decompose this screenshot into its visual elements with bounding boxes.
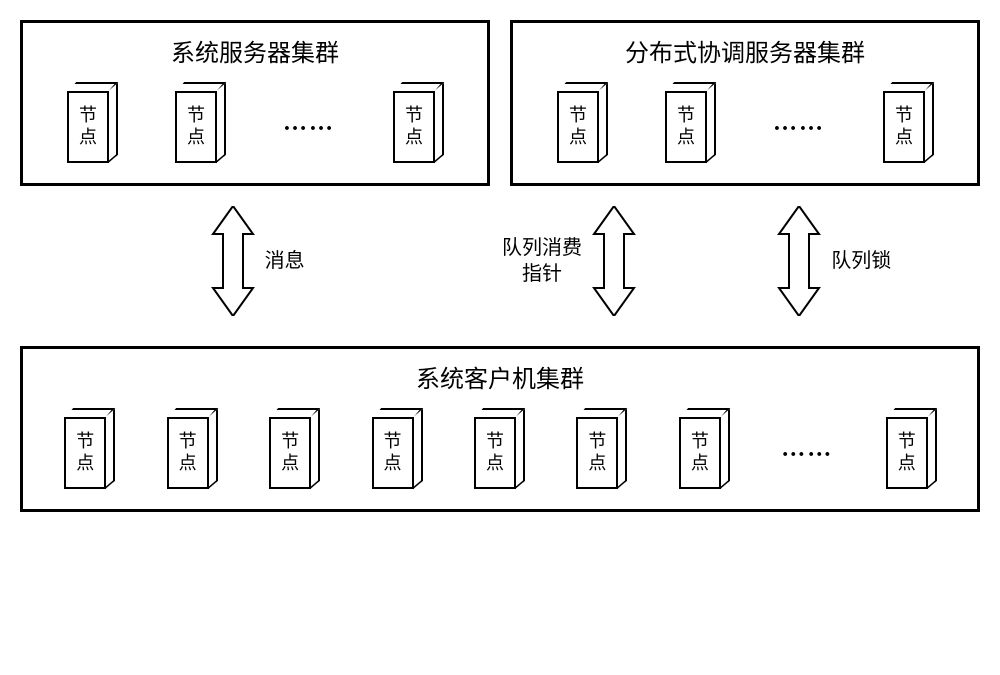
system-server-cluster: 系统服务器集群 节点 节点 …… 节点 xyxy=(20,20,490,186)
node: 节点 xyxy=(665,83,715,163)
node-label: 节点 xyxy=(393,91,435,163)
cluster-title: 系统客户机集群 xyxy=(43,359,957,394)
node: 节点 xyxy=(175,83,225,163)
arrow-label: 队列锁 xyxy=(831,248,891,274)
node: 节点 xyxy=(883,83,933,163)
node: 节点 xyxy=(269,409,319,489)
cluster-title: 分布式协调服务器集群 xyxy=(533,33,957,68)
arrow-label: 队列消费指针 xyxy=(502,235,582,287)
node-label: 节点 xyxy=(665,91,707,163)
double-arrow-icon xyxy=(209,206,257,316)
node-label: 节点 xyxy=(175,91,217,163)
node: 节点 xyxy=(576,409,626,489)
node: 节点 xyxy=(393,83,443,163)
nodes-row: 节点 节点 节点 节点 节点 节点 节点 …… 节点 xyxy=(43,409,957,489)
double-arrow-icon xyxy=(775,206,823,316)
node: 节点 xyxy=(474,409,524,489)
nodes-row: 节点 节点 …… 节点 xyxy=(533,83,957,163)
cluster-title: 系统服务器集群 xyxy=(43,33,467,68)
node-label: 节点 xyxy=(679,417,721,489)
node: 节点 xyxy=(372,409,422,489)
nodes-row: 节点 节点 …… 节点 xyxy=(43,83,467,163)
double-arrow-icon xyxy=(590,206,638,316)
ellipsis: …… xyxy=(773,110,825,137)
node-label: 节点 xyxy=(269,417,311,489)
node: 节点 xyxy=(886,409,936,489)
node-label: 节点 xyxy=(372,417,414,489)
node-label: 节点 xyxy=(474,417,516,489)
node: 节点 xyxy=(557,83,607,163)
system-client-cluster: 系统客户机集群 节点 节点 节点 节点 节点 节点 节点 …… xyxy=(20,346,980,512)
node-label: 节点 xyxy=(167,417,209,489)
node-label: 节点 xyxy=(883,91,925,163)
ellipsis: …… xyxy=(781,436,833,463)
node-label: 节点 xyxy=(557,91,599,163)
node-label: 节点 xyxy=(576,417,618,489)
node-label: 节点 xyxy=(886,417,928,489)
node: 节点 xyxy=(67,83,117,163)
arrow-label: 消息 xyxy=(265,248,305,274)
node: 节点 xyxy=(167,409,217,489)
node: 节点 xyxy=(64,409,114,489)
ellipsis: …… xyxy=(283,110,335,137)
distributed-coord-cluster: 分布式协调服务器集群 节点 节点 …… 节点 xyxy=(510,20,980,186)
arrows-row: 消息 队列消费指针 队列锁 xyxy=(20,196,980,326)
node: 节点 xyxy=(679,409,729,489)
node-label: 节点 xyxy=(64,417,106,489)
node-label: 节点 xyxy=(67,91,109,163)
